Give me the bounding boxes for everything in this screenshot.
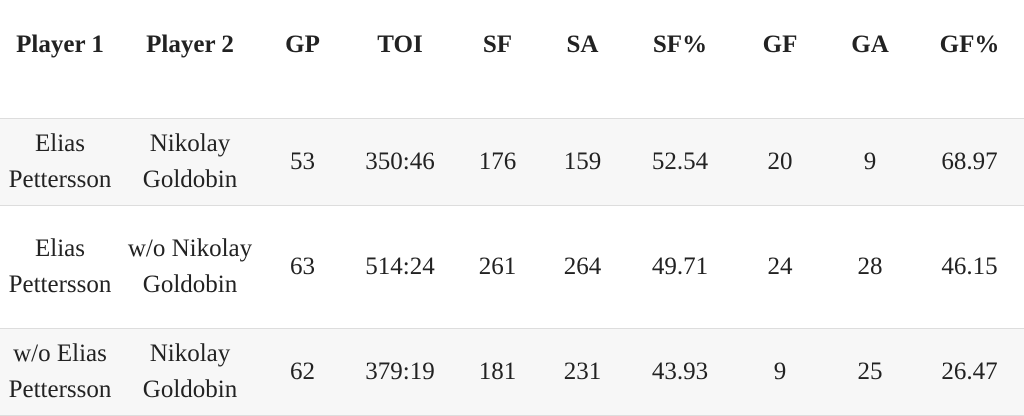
table-row: Elias Pettersson w/o Nikolay Goldobin 63 51… [0, 205, 1024, 329]
table-head: Player 1 Player 2 GP TOI SF SA SF% GF GA GF% [0, 0, 1024, 119]
table-cell: 350:46 [345, 118, 455, 206]
table-cell: 46.15 [915, 205, 1024, 329]
table-cell: 159 [540, 118, 625, 206]
table-cell: 68.97 [915, 118, 1024, 206]
header-cell: TOI [345, 0, 455, 119]
table-cell: 181 [455, 328, 540, 416]
table-cell: 49.71 [625, 205, 735, 329]
table-cell: 231 [540, 328, 625, 416]
header-cell: SA [540, 0, 625, 119]
table-row: w/o Elias Pettersson Nikolay Goldobin 62 37… [0, 328, 1024, 416]
header-cell: GF [735, 0, 825, 119]
table-cell: 176 [455, 118, 540, 206]
table-cell: 9 [735, 328, 825, 416]
header-cell: SF% [625, 0, 735, 119]
table-cell: 43.93 [625, 328, 735, 416]
table-cell: Elias Pettersson [0, 118, 120, 206]
table-cell: 24 [735, 205, 825, 329]
header-cell: GF% [915, 0, 1024, 119]
table-cell: 261 [455, 205, 540, 329]
table-cell: 28 [825, 205, 915, 329]
table-cell: Elias Pettersson [0, 205, 120, 329]
table-cell: 63 [260, 205, 345, 329]
table-cell: 26.47 [915, 328, 1024, 416]
table-cell: 9 [825, 118, 915, 206]
table-cell: 514:24 [345, 205, 455, 329]
header-cell: GP [260, 0, 345, 119]
header-cell: Player 1 [0, 0, 120, 119]
table-cell: 62 [260, 328, 345, 416]
table-cell: w/o Elias Pettersson [0, 328, 120, 416]
table-cell: 20 [735, 118, 825, 206]
table-body: Elias Pettersson Nikolay Goldobin 53 350:46… [0, 118, 1024, 416]
header-row: Player 1 Player 2 GP TOI SF SA SF% GF GA GF% [0, 0, 1024, 119]
table-cell: Nikolay Goldobin [120, 328, 260, 416]
header-cell: GA [825, 0, 915, 119]
table-cell: Nikolay Goldobin [120, 118, 260, 206]
table-cell: 52.54 [625, 118, 735, 206]
table-cell: 53 [260, 118, 345, 206]
header-cell: Player 2 [120, 0, 260, 119]
header-cell: SF [455, 0, 540, 119]
table-cell: 264 [540, 205, 625, 329]
table-cell: w/o Nikolay Goldobin [120, 205, 260, 329]
table-row: Elias Pettersson Nikolay Goldobin 53 350:46… [0, 118, 1024, 206]
table-cell: 379:19 [345, 328, 455, 416]
table-cell: 25 [825, 328, 915, 416]
